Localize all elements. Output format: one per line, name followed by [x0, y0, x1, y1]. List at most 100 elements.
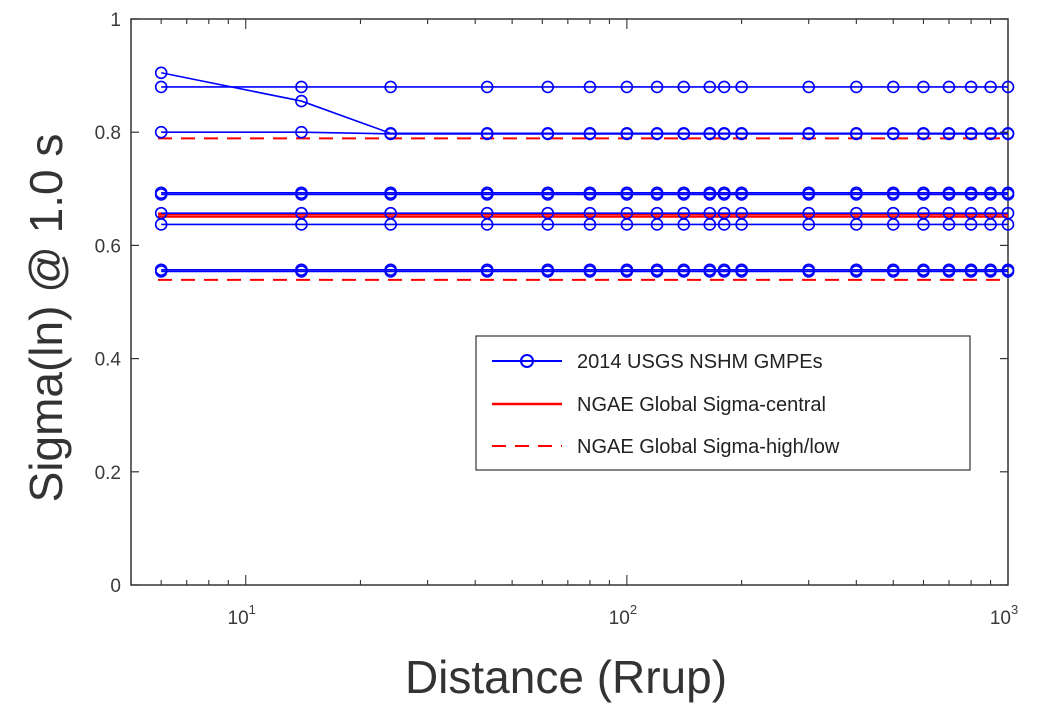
- usgs-point-0-4: [541, 80, 555, 94]
- usgs-point-4-11: [735, 188, 748, 201]
- usgs-point-4-3: [480, 188, 494, 201]
- usgs-point-0-5: [583, 80, 597, 94]
- usgs-point-6-3: [480, 218, 494, 231]
- usgs-point-8-12: [802, 265, 816, 278]
- legend-label-ngae-highlow: NGAE Global Sigma-high/low: [577, 436, 840, 458]
- y-tick-label-4: 0.8: [95, 123, 121, 144]
- y-tick-label-2: 0.4: [95, 350, 122, 371]
- x-axis-label: Distance (Rrup): [405, 651, 727, 703]
- usgs-point-0-10: [717, 80, 731, 94]
- usgs-point-0-13: [850, 80, 863, 94]
- usgs-point-0-14: [886, 80, 900, 94]
- usgs-point-6-1: [295, 218, 308, 231]
- usgs-point-0-9: [703, 80, 717, 94]
- usgs-point-8-10: [717, 265, 731, 278]
- usgs-point-0-3: [480, 80, 494, 94]
- usgs-point-6-15: [917, 218, 930, 231]
- usgs-point-6-0: [154, 218, 168, 231]
- usgs-point-6-7: [650, 218, 664, 231]
- usgs-point-4-9: [703, 188, 717, 201]
- usgs-point-2-18: [984, 127, 997, 141]
- y-tick-label-3: 0.6: [95, 236, 121, 257]
- usgs-point-8-0: [154, 265, 168, 278]
- legend-label-ngae-central: NGAE Global Sigma-central: [577, 394, 826, 416]
- usgs-point-2-9: [703, 127, 717, 141]
- usgs-point-0-8: [677, 80, 691, 94]
- legend: 2014 USGS NSHM GMPEs NGAE Global Sigma-c…: [475, 335, 971, 471]
- y-axis-label: Sigma(ln) @ 1.0 s: [20, 134, 72, 503]
- usgs-point-0-19: [1001, 80, 1015, 94]
- usgs-point-4-16: [942, 188, 956, 201]
- legend-usgs-swatch-marker: [520, 354, 534, 368]
- usgs-point-6-17: [964, 218, 978, 231]
- usgs-point-0-15: [917, 80, 930, 94]
- legend-label-usgs: 2014 USGS NSHM GMPEs: [577, 351, 823, 373]
- x-tick-label-2: 103: [990, 602, 1018, 629]
- usgs-point-2-17: [964, 127, 978, 141]
- usgs-point-4-14: [886, 188, 900, 201]
- usgs-point-6-16: [942, 218, 956, 231]
- usgs-point-2-11: [735, 127, 748, 141]
- usgs-point-8-7: [650, 265, 664, 278]
- usgs-point-0-2: [384, 80, 397, 94]
- y-tick-label-0: 0: [110, 576, 121, 597]
- usgs-point-8-16: [942, 265, 956, 278]
- usgs-point-4-4: [541, 188, 555, 201]
- usgs-point-6-5: [583, 218, 597, 231]
- usgs-point-6-18: [984, 218, 997, 231]
- usgs-point-6-2: [384, 218, 397, 231]
- usgs-point-2-16: [942, 127, 956, 141]
- usgs-point-6-4: [541, 218, 555, 231]
- usgs-point-8-4: [541, 265, 555, 278]
- usgs-point-2-19: [1001, 127, 1015, 141]
- usgs-point-0-12: [802, 80, 816, 94]
- usgs-point-6-12: [802, 218, 816, 231]
- usgs-point-2-15: [917, 127, 930, 141]
- usgs-point-8-2: [384, 265, 397, 278]
- usgs-series-line-2: [161, 131, 1008, 135]
- usgs-point-8-11: [735, 265, 748, 278]
- usgs-point-6-14: [886, 218, 900, 231]
- usgs-point-4-18: [984, 188, 997, 201]
- usgs-point-2-10: [717, 127, 731, 141]
- usgs-point-0-1: [295, 80, 308, 94]
- x-tick-label-0: 101: [228, 602, 256, 629]
- usgs-point-2-4: [541, 127, 555, 141]
- usgs-point-1-0: [154, 66, 168, 80]
- usgs-point-6-11: [735, 218, 748, 231]
- usgs-point-8-6: [620, 265, 634, 278]
- usgs-point-4-15: [917, 188, 930, 201]
- usgs-point-0-16: [942, 80, 956, 94]
- usgs-point-8-17: [964, 265, 978, 278]
- axes: 0 0.2 0.4 0.6 0.8 1 101 102 103: [95, 10, 1019, 629]
- usgs-point-8-8: [677, 265, 691, 278]
- usgs-point-4-1: [295, 188, 308, 201]
- usgs-point-6-19: [1001, 218, 1015, 231]
- usgs-point-4-12: [802, 188, 816, 201]
- usgs-point-8-1: [295, 265, 308, 278]
- usgs-point-2-13: [850, 127, 863, 141]
- usgs-point-4-7: [650, 188, 664, 201]
- usgs-point-4-2: [384, 188, 397, 201]
- usgs-point-2-1: [295, 125, 308, 139]
- usgs-point-4-10: [717, 188, 731, 201]
- usgs-point-2-8: [677, 127, 691, 141]
- usgs-point-4-8: [677, 188, 691, 201]
- usgs-point-4-19: [1001, 188, 1015, 201]
- usgs-point-4-0: [154, 188, 168, 201]
- usgs-point-6-13: [850, 218, 863, 231]
- usgs-point-8-3: [480, 265, 494, 278]
- plot-area: [130, 18, 1009, 586]
- usgs-point-0-18: [984, 80, 997, 94]
- usgs-point-6-6: [620, 218, 634, 231]
- usgs-point-8-15: [917, 265, 930, 278]
- usgs-point-2-7: [650, 127, 664, 141]
- usgs-point-8-9: [703, 265, 717, 278]
- usgs-point-0-0: [154, 80, 168, 94]
- y-tick-label-1: 0.2: [95, 463, 121, 484]
- usgs-point-8-13: [850, 265, 863, 278]
- usgs-point-2-2: [384, 127, 397, 141]
- usgs-point-2-14: [886, 127, 900, 141]
- usgs-point-2-0: [154, 125, 168, 139]
